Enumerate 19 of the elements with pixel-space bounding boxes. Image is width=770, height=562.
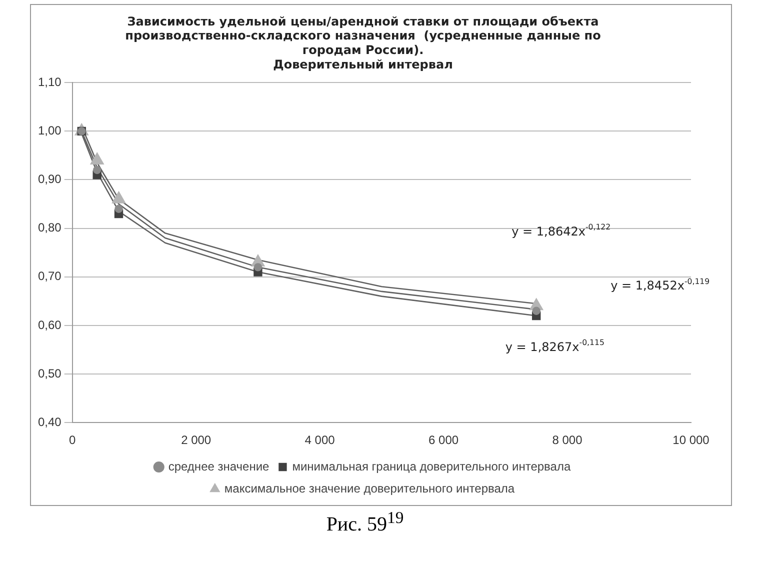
y-tick-label: 0,80	[38, 220, 62, 235]
y-tick-label: 0,90	[38, 172, 62, 186]
y-tick-label: 0,40	[38, 414, 62, 429]
x-tick-label: 0	[69, 433, 76, 448]
y-tick-label: 0,70	[38, 269, 62, 284]
x-tick-label: 10 000	[672, 433, 710, 448]
legend-label: максимальное значение доверительного интервала	[224, 481, 515, 496]
x-tick-label: 2 000	[181, 433, 212, 448]
legend-label: минимальная граница доверительного интервала	[292, 459, 571, 474]
y-tick-label: 0,50	[38, 366, 62, 380]
x-tick-label: 8 000	[552, 433, 583, 448]
y-tick-label: 1,00	[38, 123, 62, 138]
legend-label: среднее значение	[168, 459, 270, 474]
x-tick-label: 4 000	[304, 433, 336, 448]
x-tick-label: 6 000	[428, 433, 459, 448]
chart-title: Зависимость удельной цены/арендной ставки от площади объекта производственно-складского назначения (усредненные данные по городам России). Доверительный интервал	[125, 14, 601, 72]
y-tick-label: 1,10	[38, 74, 62, 89]
y-tick-label: 0,60	[38, 318, 62, 332]
text: Рис. 59$^{19}$	[325, 508, 405, 537]
